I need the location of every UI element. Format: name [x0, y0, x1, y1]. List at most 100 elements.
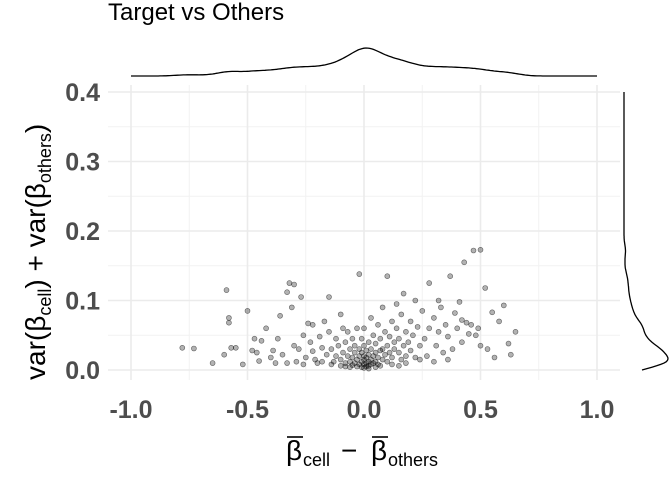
data-point [403, 353, 409, 359]
data-point [372, 340, 379, 347]
data-point [305, 320, 311, 327]
data-point [351, 349, 358, 356]
data-point [442, 321, 449, 328]
data-point [349, 354, 356, 361]
data-point [391, 339, 398, 346]
x-tick-label: 0.0 [347, 396, 382, 424]
data-point [256, 358, 262, 364]
data-point [449, 346, 456, 352]
data-point [323, 351, 330, 358]
x-label-minus: − [341, 435, 357, 466]
chart-title: Target vs Others [108, 0, 284, 26]
data-point [284, 360, 290, 366]
x-tick-label: 0.5 [463, 396, 498, 424]
data-point [191, 345, 197, 352]
x-axis-label: β cell − β others [286, 435, 438, 470]
data-point [337, 356, 344, 363]
y-tick-label: 0.0 [65, 357, 100, 385]
data-point [244, 308, 251, 314]
data-point [377, 335, 384, 342]
data-point [351, 342, 358, 349]
data-point [386, 349, 393, 356]
y-label-part-3: ) [20, 124, 51, 133]
data-point [356, 271, 363, 277]
data-point [365, 339, 372, 346]
data-point [396, 335, 402, 342]
data-point [398, 356, 405, 363]
data-point [477, 342, 484, 349]
data-point [389, 318, 395, 325]
data-point [340, 325, 346, 332]
data-point [459, 339, 465, 346]
data-point [365, 351, 372, 358]
data-point [295, 346, 302, 352]
data-point [209, 360, 216, 366]
data-point [333, 353, 339, 359]
data-point [414, 324, 421, 330]
data-point [447, 273, 454, 280]
data-point [465, 331, 472, 337]
data-point [512, 328, 519, 335]
data-point [440, 349, 447, 356]
data-point [307, 339, 314, 346]
data-point [419, 308, 426, 314]
data-point [489, 309, 496, 316]
data-point [475, 325, 482, 332]
data-point [288, 304, 295, 311]
data-point [349, 335, 356, 342]
x-tick-labels: -1.0 -0.5 0.0 0.5 1.0 [109, 396, 614, 424]
y-tick-labels: 0.0 0.1 0.2 0.3 0.4 [65, 79, 100, 385]
data-point [472, 332, 479, 339]
data-point [386, 333, 393, 340]
data-point [309, 348, 316, 355]
data-point [365, 365, 372, 372]
data-point [421, 335, 428, 342]
data-point [375, 321, 381, 328]
data-point [417, 356, 423, 363]
data-point [291, 342, 297, 349]
data-point [507, 351, 514, 358]
data-point [321, 318, 328, 325]
data-point [344, 328, 351, 335]
data-point [221, 351, 227, 358]
data-point [300, 332, 307, 339]
data-point [403, 360, 409, 366]
x-tick-label: -1.0 [109, 396, 152, 424]
data-point [263, 325, 269, 332]
data-point [500, 302, 507, 309]
data-point [431, 315, 437, 321]
data-point [403, 328, 409, 335]
data-point [393, 325, 400, 332]
data-point [389, 361, 395, 368]
data-point [272, 360, 279, 366]
data-point [400, 342, 407, 349]
data-point [389, 354, 395, 361]
data-point [347, 364, 353, 371]
data-point [431, 358, 437, 365]
data-point [412, 297, 419, 304]
data-point [228, 344, 234, 351]
x-tick-label: -0.5 [226, 396, 269, 424]
x-label-beta-1: β [286, 435, 302, 466]
data-point [379, 346, 386, 352]
data-point [298, 294, 304, 300]
x-label-subscript-cell: cell [303, 450, 330, 470]
data-point [396, 362, 402, 369]
data-point [251, 335, 258, 342]
data-point [438, 304, 444, 311]
data-point [368, 315, 374, 321]
data-point [379, 356, 386, 363]
data-point [335, 342, 342, 349]
data-point [326, 294, 332, 300]
data-point [258, 337, 265, 344]
data-point [391, 346, 398, 352]
data-point [358, 335, 365, 342]
data-point [223, 287, 230, 293]
grid-major [108, 85, 620, 380]
data-point [445, 356, 451, 363]
y-label-part-1: var(β [20, 316, 51, 380]
y-label-subscript-others: others [35, 133, 55, 183]
y-label-part-2: ) + var(β [20, 183, 51, 289]
data-point [405, 339, 412, 346]
data-point [354, 325, 360, 332]
